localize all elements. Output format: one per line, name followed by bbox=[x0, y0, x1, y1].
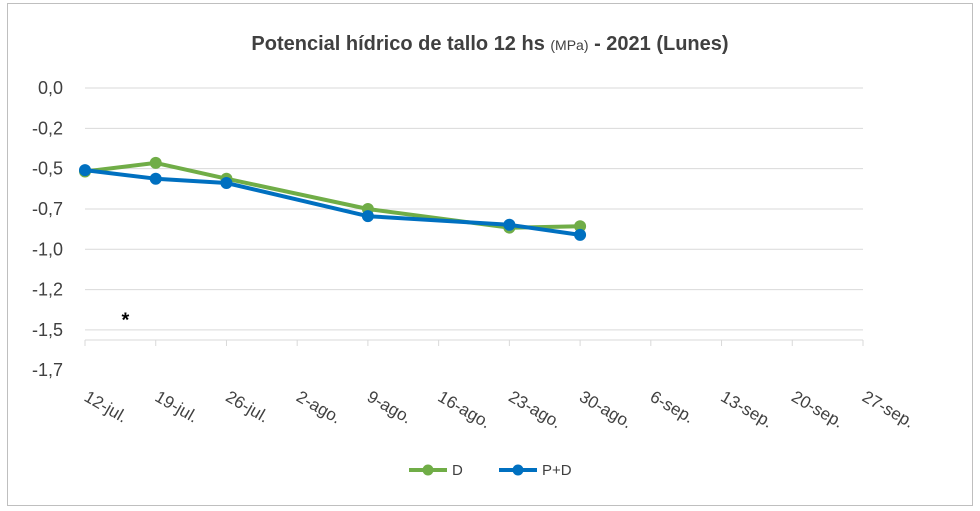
data-point bbox=[361, 210, 374, 223]
x-tick-label: 27-sep. bbox=[859, 387, 918, 432]
y-tick-label: -0,2 bbox=[32, 118, 63, 138]
significance-marker: * bbox=[122, 309, 130, 331]
data-point bbox=[149, 156, 162, 169]
data-point bbox=[574, 228, 587, 241]
series-lines bbox=[79, 156, 587, 241]
y-tick-label: 0,0 bbox=[38, 78, 63, 98]
x-tick-label: 20-sep. bbox=[788, 387, 847, 432]
x-tick-label: 23-ago. bbox=[505, 387, 564, 432]
axes bbox=[84, 339, 864, 346]
legend-marker bbox=[512, 464, 524, 476]
legend-label: D bbox=[452, 462, 463, 479]
x-tick-label: 13-sep. bbox=[718, 387, 777, 432]
legend: D P+D bbox=[409, 462, 572, 479]
data-point bbox=[503, 218, 516, 231]
x-tick-labels: 12-jul. 19-jul. 26-jul. 2-ago. 9-ago. 16-ago.… bbox=[81, 387, 918, 432]
legend-label: P+D bbox=[542, 462, 572, 479]
x-tick-label: 16-ago. bbox=[435, 387, 494, 432]
legend-marker bbox=[422, 464, 434, 476]
chart-title: Potencial hídrico de tallo 12 hs (MPa) -… bbox=[251, 33, 728, 55]
x-tick-label: 2-ago. bbox=[293, 387, 344, 428]
chart-title-main: Potencial hídrico de tallo 12 hs bbox=[251, 33, 550, 55]
x-tick-label: 6-sep. bbox=[647, 387, 697, 427]
data-point bbox=[149, 172, 162, 185]
x-tick-label: 26-jul. bbox=[222, 387, 272, 427]
series-line-d bbox=[84, 160, 581, 230]
chart-title-unit: (MPa) bbox=[550, 37, 588, 53]
data-point bbox=[220, 177, 233, 190]
y-tick-label: -0,5 bbox=[32, 159, 63, 179]
y-tick-label: -1,5 bbox=[32, 320, 63, 340]
x-tick-label: 19-jul. bbox=[152, 387, 202, 427]
annotations: * bbox=[122, 309, 130, 331]
gridlines bbox=[85, 87, 863, 331]
series-line-pd bbox=[84, 168, 581, 237]
x-tick-label: 30-ago. bbox=[576, 387, 635, 432]
chart-frame bbox=[7, 3, 973, 506]
chart-title-year: - 2021 (Lunes) bbox=[589, 33, 729, 55]
x-tick-label: 12-jul. bbox=[81, 387, 131, 427]
y-tick-label: -0,7 bbox=[32, 199, 63, 219]
x-tick-label: 9-ago. bbox=[364, 387, 415, 428]
y-tick-labels: 0,0 -0,2 -0,5 -0,7 -1,0 -1,2 -1,5 -1,7 bbox=[32, 78, 63, 380]
data-point bbox=[79, 164, 91, 177]
y-tick-label: -1,0 bbox=[32, 239, 63, 259]
y-tick-label: -1,2 bbox=[32, 280, 63, 300]
y-tick-label: -1,7 bbox=[32, 360, 63, 380]
